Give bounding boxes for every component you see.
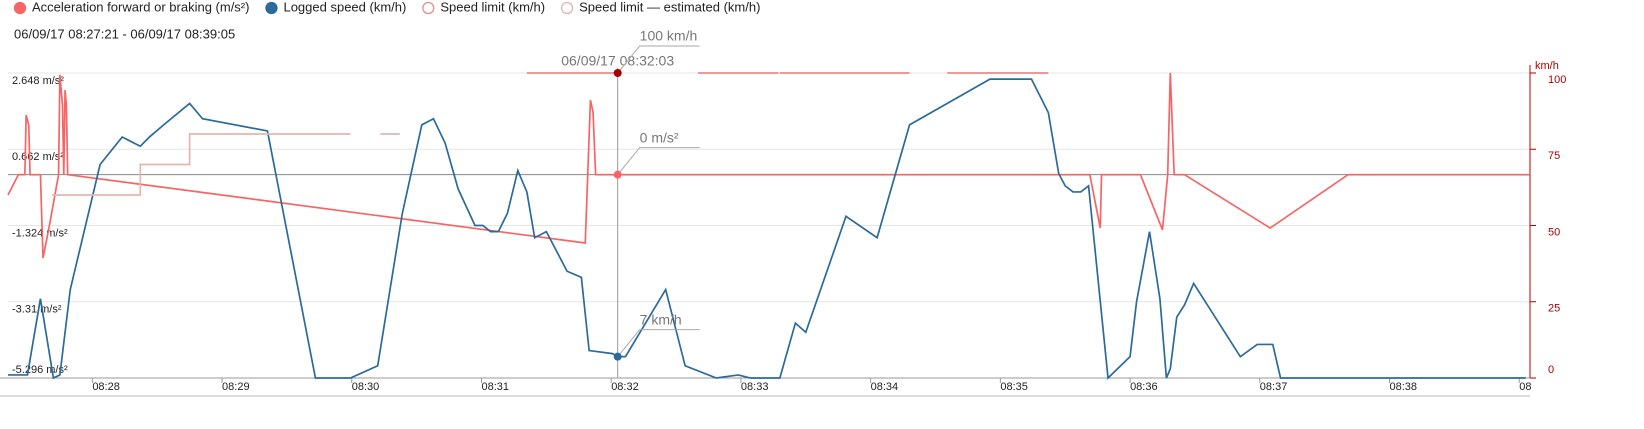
x-tick-label: 08	[1519, 381, 1531, 393]
readout-leader	[617, 45, 700, 74]
cursor-time: 06/09/17 08:32:03	[561, 53, 674, 69]
legend-marker	[265, 1, 278, 15]
x-tick-label: 08:35	[1000, 381, 1028, 393]
readout-dot	[613, 69, 622, 77]
readout-leader	[617, 329, 700, 357]
x-tick-label: 08:37	[1260, 381, 1288, 393]
y2-tick-label: 0	[1548, 364, 1554, 376]
x-tick-label: 08:30	[352, 381, 380, 393]
readout-dot	[613, 170, 622, 179]
y-tick-label: 2.648 m/s²	[12, 75, 64, 87]
readout-label: 7 km/h	[640, 311, 682, 327]
y2-tick-label: 50	[1548, 226, 1560, 238]
x-tick-label: 08:31	[481, 381, 509, 393]
series-line	[7, 72, 1530, 259]
readout-label: 0 m/s²	[640, 129, 679, 145]
readout-dot	[613, 352, 622, 361]
legend-label: Logged speed (km/h)	[283, 0, 406, 14]
legend-label: Speed limit — estimated (km/h)	[579, 0, 760, 14]
legend-marker	[13, 1, 27, 15]
x-tick-label: 08:28	[92, 381, 120, 393]
series-line	[8, 78, 1526, 380]
x-tick-label: 08:33	[741, 381, 769, 393]
legend-marker	[422, 1, 435, 15]
y-tick-label: -5.296 m/s²	[12, 364, 68, 376]
y2-tick-label: 75	[1548, 150, 1560, 162]
x-tick-label: 08:32	[611, 381, 639, 393]
y-tick-label: -3.31 m/s²	[12, 304, 62, 316]
series-line	[52, 133, 351, 196]
readout-label: 100 km/h	[640, 28, 698, 44]
x-tick-label: 08:29	[222, 381, 250, 393]
date-range: 06/09/17 08:27:21 - 06/09/17 08:39:05	[14, 26, 235, 41]
y-tick-label: -1.324 m/s²	[12, 227, 68, 239]
legend-marker	[560, 1, 574, 15]
y-tick-label: 0.662 m/s²	[12, 151, 64, 163]
legend-label: Acceleration forward or braking (m/s²)	[32, 0, 249, 14]
y2-tick-label: 100	[1548, 74, 1566, 86]
x-tick-label: 08:34	[871, 381, 899, 393]
y2-tick-label: 25	[1548, 303, 1560, 315]
legend-label: Speed limit (km/h)	[440, 0, 545, 14]
y2-axis-title: km/h	[1535, 60, 1559, 72]
x-tick-label: 08:36	[1130, 381, 1158, 393]
x-tick-label: 08:38	[1390, 381, 1418, 393]
readout-leader	[617, 147, 700, 175]
